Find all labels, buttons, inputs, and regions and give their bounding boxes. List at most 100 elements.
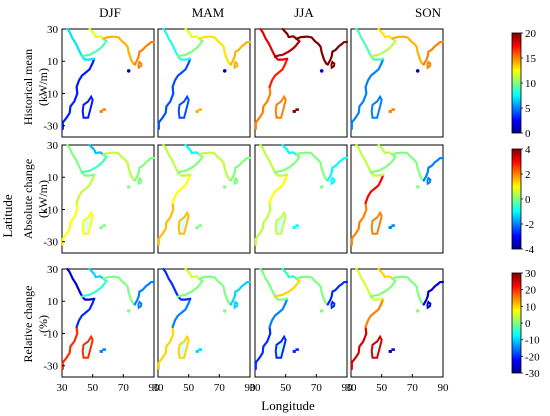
arabian-coast-line [369,37,397,58]
arabian-coast-line [176,153,204,174]
island-outline [137,300,143,310]
colorbar-tick-label: 20 [525,28,537,40]
east-africa-coast-line [75,173,96,205]
y-tick-label: 10 [47,172,59,184]
colorbar-tick-label: 0 [525,318,531,330]
island-outline [195,110,199,113]
y-tick-label: -30 [43,237,58,249]
x-tick-label: 70 [407,382,419,394]
island-outline [391,224,395,227]
island-outline [198,348,202,351]
y-tick-label: -10 [43,88,58,100]
persian-gulf-coast-line [377,143,394,156]
island-outline [426,60,432,70]
west-india-coast-line [198,151,232,182]
arabian-coast-line [273,277,301,298]
east-india-coast-line [326,280,349,306]
persian-gulf-coast-line [184,267,201,280]
row-label-line1: Absolute change [21,159,35,239]
colorbar-tick-label: 10 [525,301,537,313]
y-tick-label: 30 [47,24,59,36]
southeast-africa-coast-line [350,325,368,370]
colorbar-tick-label: 4 [525,144,531,156]
island-outline [195,350,199,353]
island-outline [99,110,103,113]
colorbar-tick-label: 2 [525,169,531,181]
west-india-coast-line [102,151,136,182]
island-dot [222,185,227,189]
west-india-coast-line [102,35,136,66]
x-tick-label: 30 [346,382,358,394]
arabian-coast-line [176,37,204,58]
row-label-absolute-change: Absolute change (kW/m) [21,159,50,239]
column-title-mam: MAM [192,5,225,20]
west-india-coast-line [295,35,329,66]
row-label-line1: Relative change [21,286,35,363]
southeast-africa-coast-line [157,85,175,130]
x-tick-label: 90 [149,382,161,394]
island-dot [126,69,131,73]
persian-gulf-coast-line [88,143,105,156]
southeast-africa-coast-line [61,85,79,130]
y-axis-label: Latitude [0,194,15,238]
east-india-coast-line [229,40,252,66]
island-outline [198,108,202,111]
colorbar-tick-label: 15 [525,53,537,65]
west-india-coast-line [295,151,329,182]
row-label-line2: (kW/m) [36,68,50,106]
east-africa-coast-line [171,173,192,205]
y-tick-label: -30 [43,121,58,133]
island-outline [295,224,299,227]
x-tick-label: 90 [342,382,354,394]
east-africa-coast-line [364,297,385,329]
island-dot [319,185,324,189]
island-outline [81,94,94,119]
map-panel-son-row3: 30 50 70 90 [346,267,450,394]
island-outline [81,210,94,235]
island-outline [99,226,103,229]
map-panel-jja-row2 [254,143,349,254]
east-india-coast-line [133,156,156,182]
island-outline [330,176,336,186]
island-outline [295,108,299,111]
island-outline [233,176,239,186]
arabian-coast-line [369,277,397,298]
map-panel-djf-row3: 30 10 -10 -30 30 50 70 90 [43,264,160,394]
island-outline [391,108,395,111]
persian-gulf-coast-line [281,267,298,280]
y-tick-label: -10 [43,204,58,216]
island-dot [415,309,420,313]
colorbar-tick-label: 30 [525,268,537,280]
x-tick-label: 90 [438,382,450,394]
persian-gulf-coast-line [184,143,201,156]
island-outline [330,60,336,70]
x-tick-label: 30 [250,382,262,394]
island-outline [137,60,143,70]
island-outline [177,210,190,235]
southeast-africa-coast-line [350,85,368,130]
island-dot [415,69,420,73]
island-outline [295,348,299,351]
map-panel-son-row2 [350,143,445,254]
red-sea-coast-line [259,143,289,177]
persian-gulf-coast-line [377,27,394,40]
x-tick-label: 50 [376,382,388,394]
island-outline [102,348,106,351]
red-sea-coast-line [66,267,96,301]
east-africa-coast-line [268,297,289,329]
island-outline [137,176,143,186]
colorbar-gradient [511,148,522,250]
map-panel-djf-row1: 30 10 -10 -30 [43,24,156,138]
east-africa-coast-line [364,57,385,89]
east-india-coast-line [229,280,252,306]
southeast-africa-coast-line [61,201,79,246]
island-outline [292,110,296,113]
island-dot [415,185,420,189]
red-sea-coast-line [162,143,192,177]
island-dot [222,69,227,73]
island-dot [126,309,131,313]
island-outline [370,210,383,235]
x-tick-label: 70 [214,382,226,394]
